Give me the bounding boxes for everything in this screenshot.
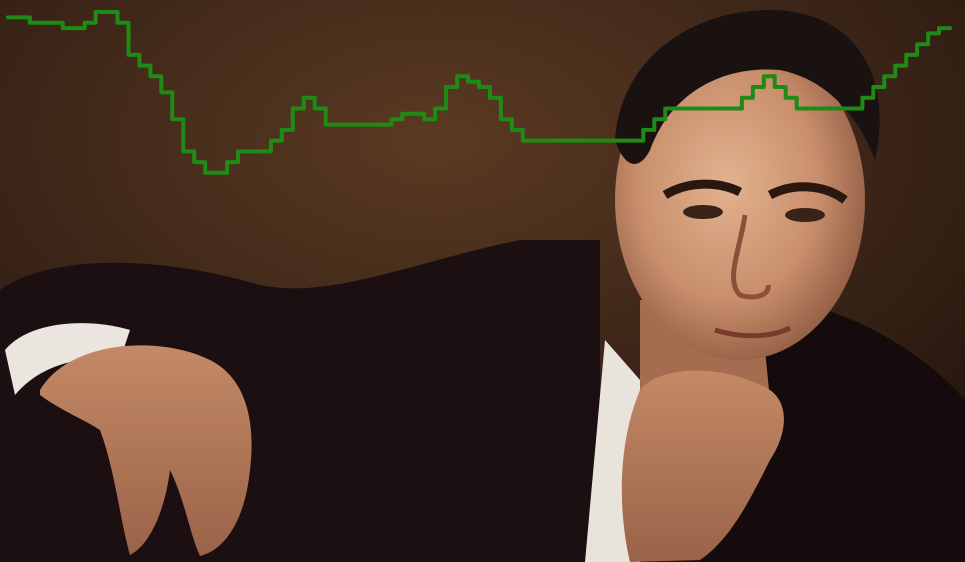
face	[615, 40, 865, 360]
left-hand	[40, 345, 252, 556]
mouth	[714, 325, 792, 339]
hair	[615, 10, 880, 164]
left-eyebrow	[662, 179, 743, 199]
right-eye	[785, 208, 825, 222]
left-eye	[683, 205, 723, 219]
series-line	[6, 10, 952, 175]
nose	[731, 214, 771, 300]
chin-hand	[621, 370, 784, 562]
shirt-cuff	[5, 323, 130, 395]
right-eyebrow	[767, 182, 848, 204]
